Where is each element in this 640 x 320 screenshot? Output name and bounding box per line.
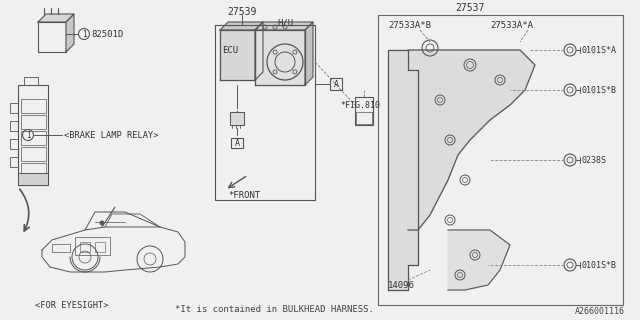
Bar	[24, 77, 38, 85]
Bar	[38, 22, 66, 52]
Polygon shape	[255, 22, 313, 30]
Bar	[231, 138, 243, 148]
Bar	[95, 242, 105, 252]
Circle shape	[100, 221, 104, 225]
Text: ECU: ECU	[222, 45, 238, 54]
Bar	[10, 157, 18, 167]
Text: 0238S: 0238S	[582, 156, 607, 164]
Bar	[330, 78, 342, 90]
Text: 27533A*B: 27533A*B	[388, 20, 431, 29]
Text: A: A	[234, 139, 239, 148]
Text: 27537: 27537	[455, 3, 484, 13]
Text: 14096: 14096	[388, 281, 415, 290]
Bar	[52, 244, 70, 252]
Polygon shape	[408, 50, 535, 230]
Text: A266001116: A266001116	[575, 308, 625, 316]
Bar	[80, 242, 90, 252]
Text: 27533A*A: 27533A*A	[490, 20, 533, 29]
Polygon shape	[255, 22, 263, 80]
Polygon shape	[220, 22, 263, 30]
Bar	[75, 237, 110, 255]
Bar	[21, 115, 46, 129]
Bar	[378, 15, 623, 305]
Bar	[355, 97, 373, 125]
Text: 27539: 27539	[227, 7, 257, 17]
Text: <BRAKE LAMP RELAY>: <BRAKE LAMP RELAY>	[64, 131, 159, 140]
Polygon shape	[66, 14, 74, 52]
Text: 1: 1	[82, 29, 86, 38]
Polygon shape	[38, 14, 74, 22]
Text: H/U: H/U	[277, 19, 293, 28]
Polygon shape	[305, 22, 313, 85]
Bar	[356, 112, 372, 124]
Polygon shape	[255, 30, 305, 85]
Polygon shape	[448, 230, 510, 290]
Polygon shape	[220, 30, 255, 80]
Polygon shape	[230, 112, 244, 125]
Bar	[21, 163, 46, 177]
Bar	[18, 173, 48, 185]
Polygon shape	[388, 50, 418, 290]
Text: *FRONT: *FRONT	[228, 190, 260, 199]
Bar	[10, 121, 18, 131]
Bar	[18, 85, 48, 185]
Bar	[10, 103, 18, 113]
Text: A: A	[333, 79, 339, 89]
Bar	[21, 131, 46, 145]
Text: *FIG.810: *FIG.810	[340, 100, 380, 109]
Text: <FOR EYESIGHT>: <FOR EYESIGHT>	[35, 301, 109, 310]
Bar	[21, 99, 46, 113]
Text: 82501D: 82501D	[91, 29, 124, 38]
Text: 0101S*B: 0101S*B	[582, 260, 617, 269]
Text: *It is contained in BULKHEAD HARNESS.: *It is contained in BULKHEAD HARNESS.	[175, 306, 374, 315]
Bar	[21, 147, 46, 161]
Bar	[10, 139, 18, 149]
Text: 0101S*A: 0101S*A	[582, 45, 617, 54]
Text: 1: 1	[26, 131, 30, 140]
Text: 0101S*B: 0101S*B	[582, 85, 617, 94]
